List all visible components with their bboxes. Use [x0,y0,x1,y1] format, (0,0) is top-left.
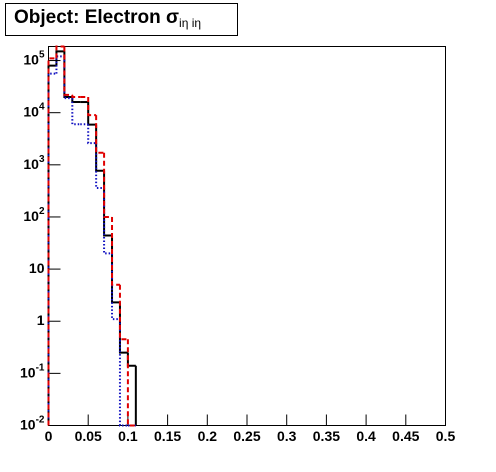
y-tick-base: 10 [23,208,39,224]
y-tick-label: 102 [23,206,45,224]
y-tick-exponent: 4 [39,101,45,112]
x-tick-label: 0.5 [436,428,456,444]
y-tick-base: 10 [23,103,39,119]
histogram-bin [95,115,105,154]
y-tick-base: 10 [20,364,36,380]
y-tick-label: 10-2 [20,414,45,432]
title-subscript: iη iη [179,16,201,30]
histogram-bin [87,96,97,117]
histogram-bin [55,50,65,66]
histogram-bin [111,216,120,286]
histogram-bin [118,284,128,341]
x-tick-label: 0.35 [313,428,340,444]
y-tick-exponent: 3 [39,153,45,164]
y-tick-exponent: -1 [36,362,45,373]
y-tick-label: 10-1 [20,362,45,380]
histogram-bin [87,124,97,145]
x-tick-label: 0 [45,428,53,444]
histogram-bin [95,143,105,189]
chart-title: Object: Electron σiη iη [14,7,201,30]
y-tick-exponent: 2 [39,206,45,217]
x-tick-label: 0.2 [198,428,218,444]
y-tick-label: 1 [37,312,45,328]
y-tick-base: 10 [23,156,39,172]
histogram-bin [63,46,73,96]
x-tick-label: 0.15 [154,428,181,444]
y-tick-label: 105 [23,49,45,67]
histogram-bin [71,94,81,98]
y-tick-label: 103 [23,153,45,171]
y-tick-label: 104 [23,101,45,119]
title-main: Object: Electron σ [14,7,179,28]
x-tick-label: 0.4 [356,428,376,444]
y-tick-label: 10 [29,260,45,276]
histogram-bin [47,57,57,426]
y-tick-exponent: -2 [36,414,45,425]
x-tick-label: 0.45 [392,428,419,444]
y-tick-base: 10 [23,51,39,67]
x-tick-label: 0.05 [75,428,102,444]
histogram-bin [103,152,113,218]
title-box [5,3,238,36]
histogram-bin [126,339,136,427]
x-tick-label: 0.3 [277,428,297,444]
x-tick-label: 0.25 [233,428,260,444]
histogram-bin [55,45,65,59]
histogram-bin [118,319,128,427]
y-tick-exponent: 5 [39,49,45,60]
y-tick-base: 10 [20,416,36,432]
x-tick-label: 0.1 [118,428,138,444]
histogram-bin [47,72,57,426]
